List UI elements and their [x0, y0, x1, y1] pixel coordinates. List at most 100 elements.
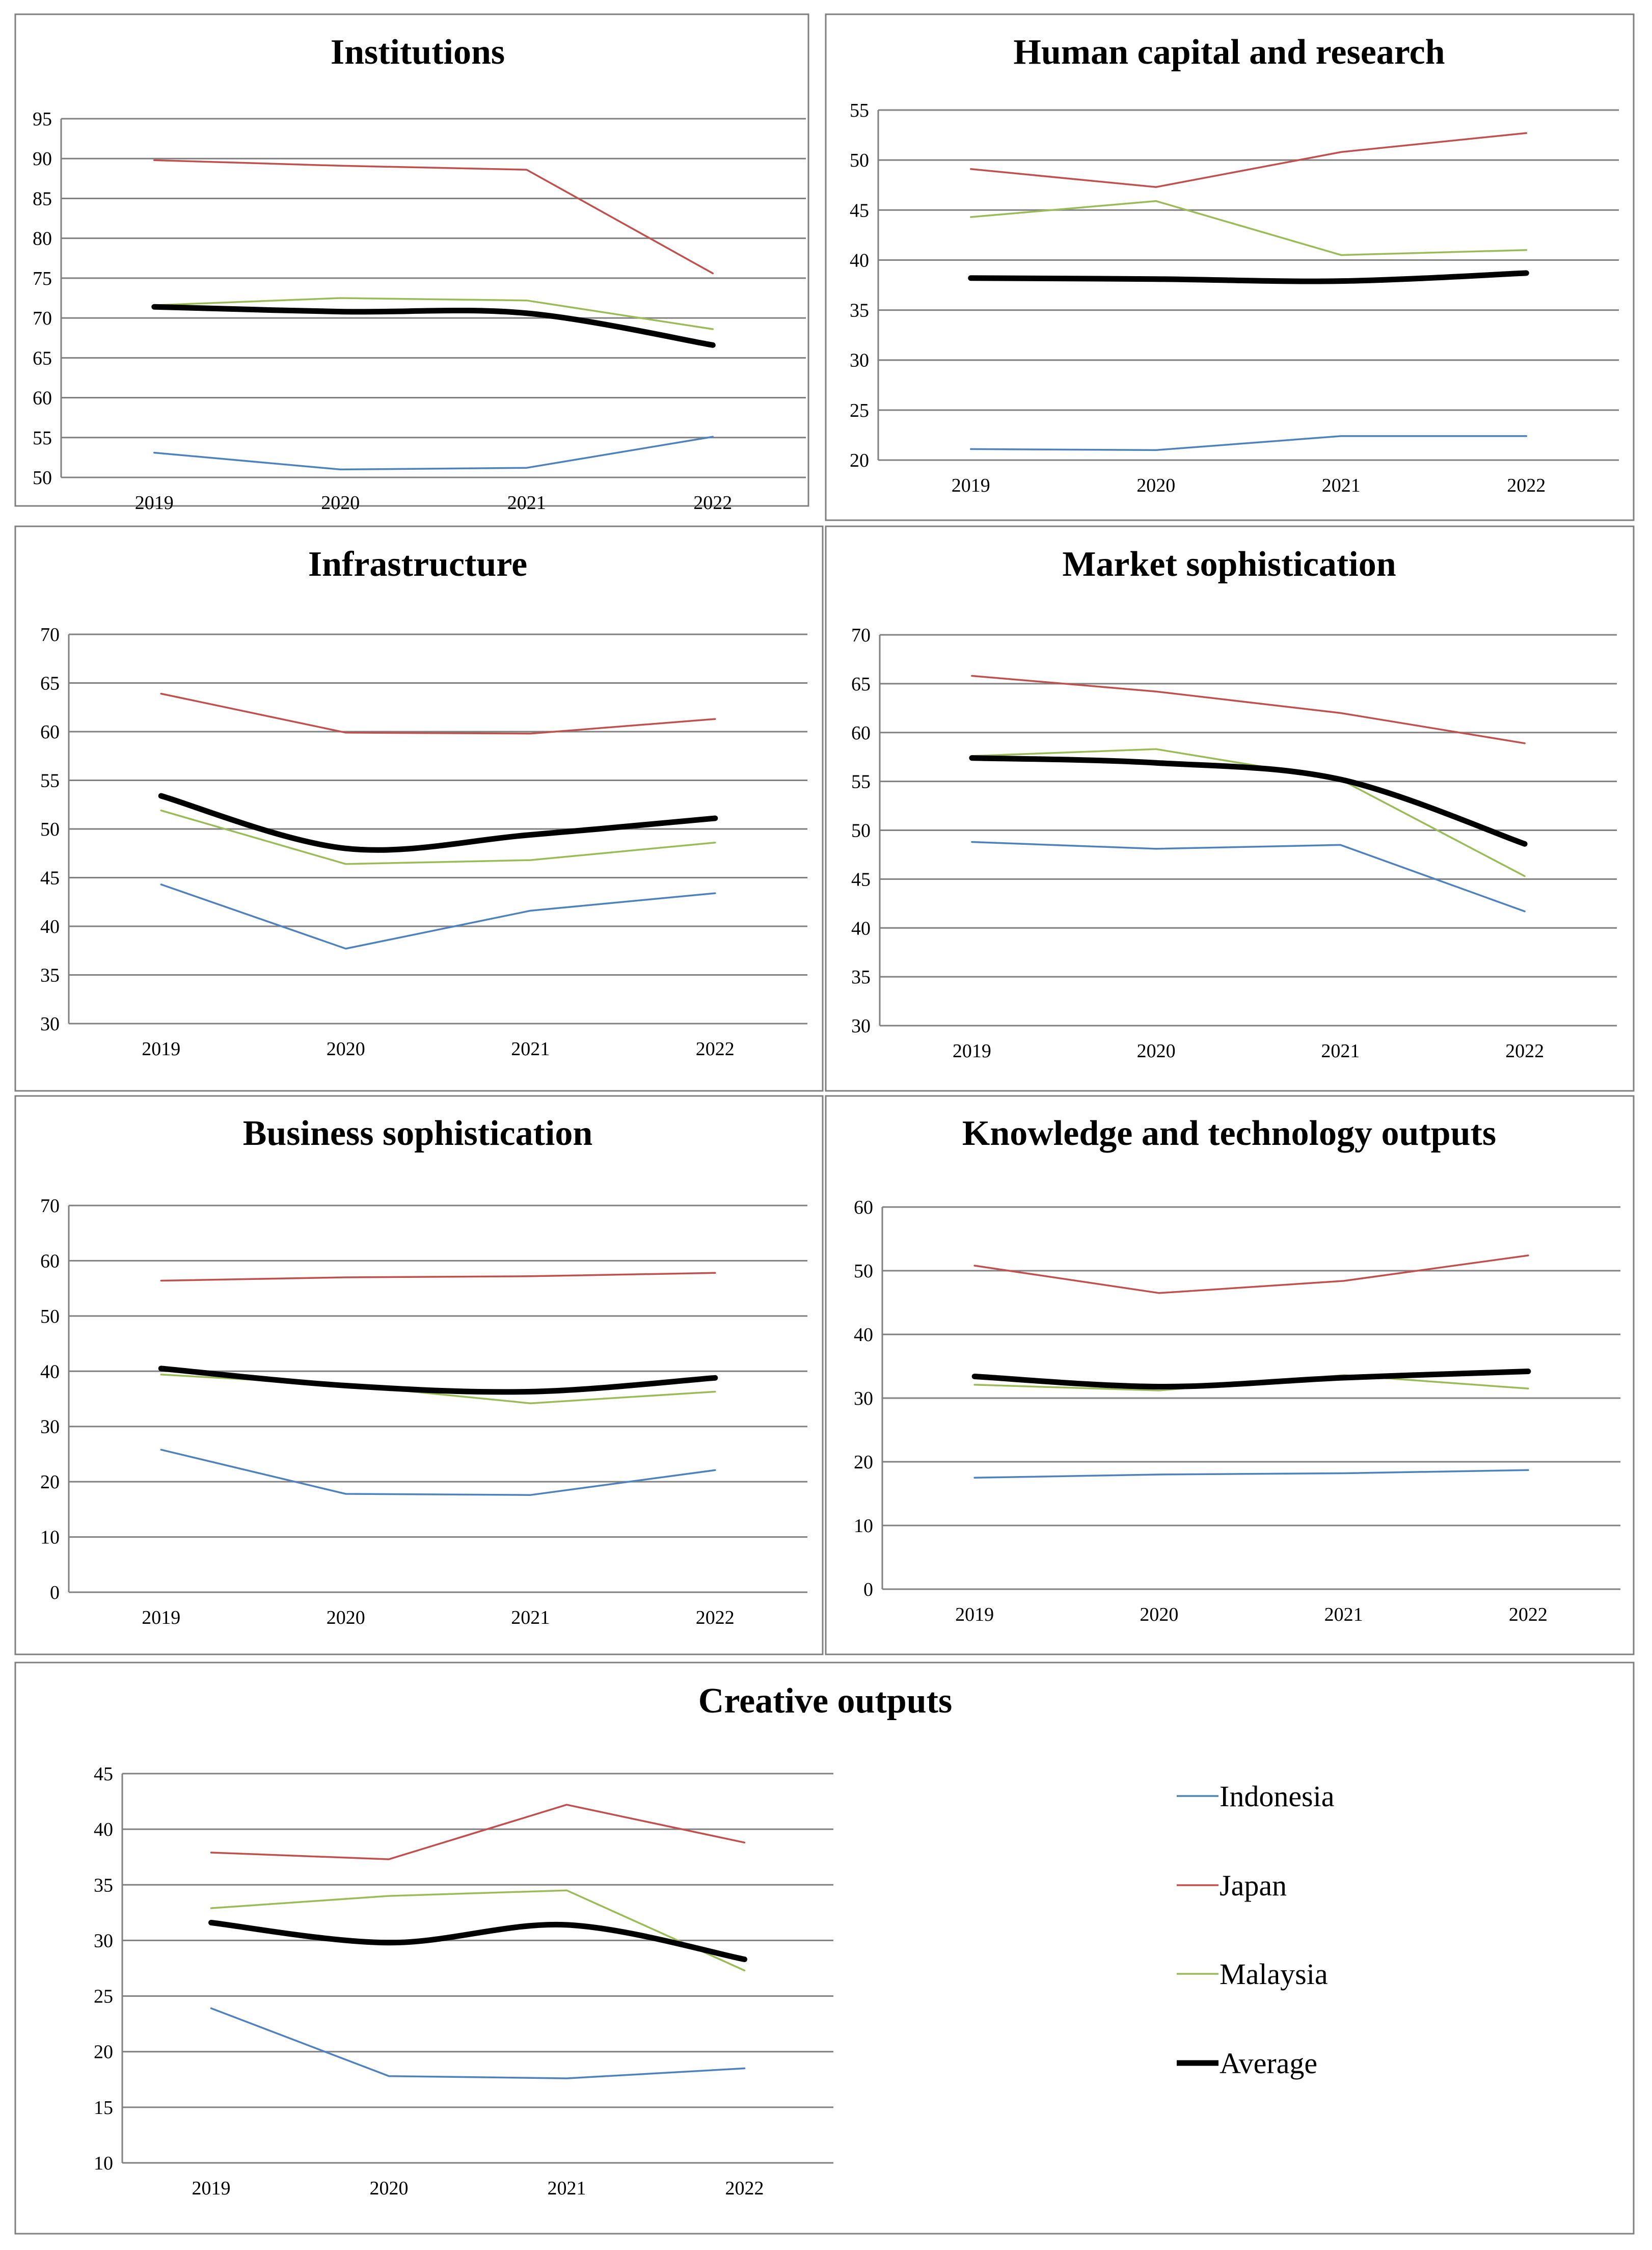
- chart-knowledge-and-technology-outputs-title: Knowledge and technology outputs: [962, 1114, 1496, 1153]
- chart-human-capital-and-research-y-tick-label: 25: [850, 400, 869, 421]
- chart-knowledge-and-technology-outputs-y-tick-label: 20: [854, 1452, 873, 1473]
- chart-institutions-y-tick-label: 65: [33, 347, 52, 369]
- chart-human-capital-and-research-title: Human capital and research: [1013, 33, 1445, 72]
- chart-business-sophistication-title: Business sophistication: [243, 1114, 593, 1153]
- chart-infrastructure-x-tick-label: 2021: [511, 1038, 550, 1060]
- chart-market-sophistication-x-tick-label: 2020: [1137, 1040, 1176, 1062]
- chart-institutions-x-tick-label: 2022: [693, 492, 732, 514]
- chart-business-sophistication-y-tick-label: 20: [40, 1471, 60, 1493]
- chart-market-sophistication-y-tick-label: 55: [851, 771, 871, 793]
- chart-institutions-y-tick-label: 70: [33, 308, 52, 329]
- chart-human-capital-and-research-y-tick-label: 45: [850, 200, 869, 221]
- chart-market-sophistication-y-tick-label: 30: [851, 1015, 871, 1037]
- chart-creative-outputs-y-tick-label: 45: [94, 1763, 113, 1785]
- chart-market-sophistication-y-tick-label: 60: [851, 722, 871, 744]
- chart-creative-outputs-y-tick-label: 15: [94, 2097, 113, 2119]
- chart-infrastructure-x-tick-label: 2022: [696, 1038, 735, 1060]
- chart-institutions-x-tick-label: 2021: [507, 492, 546, 514]
- chart-infrastructure-y-tick-label: 55: [40, 770, 60, 792]
- chart-knowledge-and-technology-outputs-y-tick-label: 10: [854, 1515, 873, 1537]
- chart-knowledge-and-technology-outputs-x-tick-label: 2019: [955, 1604, 994, 1625]
- chart-business-sophistication-y-tick-label: 40: [40, 1361, 60, 1382]
- chart-infrastructure-x-tick-label: 2019: [142, 1038, 180, 1060]
- chart-creative-outputs-y-tick-label: 10: [94, 2153, 113, 2174]
- chart-knowledge-and-technology-outputs-y-tick-label: 50: [854, 1261, 873, 1282]
- chart-infrastructure-y-tick-label: 60: [40, 721, 60, 743]
- chart-human-capital-and-research-x-tick-label: 2020: [1136, 475, 1175, 496]
- chart-institutions-y-tick-label: 90: [33, 148, 52, 170]
- chart-market-sophistication-x-tick-label: 2022: [1505, 1040, 1544, 1062]
- chart-business-sophistication-y-tick-label: 30: [40, 1416, 60, 1438]
- chart-market-sophistication-x-tick-label: 2019: [953, 1040, 991, 1062]
- chart-institutions-y-tick-label: 95: [33, 109, 52, 130]
- chart-knowledge-and-technology-outputs-y-tick-label: 30: [854, 1388, 873, 1409]
- chart-knowledge-and-technology-outputs-x-tick-label: 2022: [1509, 1604, 1548, 1625]
- chart-market-sophistication: Market sophistication 30 35 40 45 50 55 60 65 70 2…: [826, 526, 1634, 1091]
- chart-market-sophistication-y-tick-label: 35: [851, 967, 871, 988]
- chart-human-capital-and-research-y-tick-label: 30: [850, 350, 869, 371]
- chart-creative-outputs-y-tick-label: 25: [94, 1986, 113, 2007]
- chart-business-sophistication-x-tick-label: 2020: [327, 1607, 365, 1628]
- chart-creative-outputs-x-tick-label: 2020: [370, 2178, 409, 2199]
- chart-institutions-y-tick-label: 50: [33, 467, 52, 489]
- chart-business-sophistication-y-tick-label: 60: [40, 1250, 60, 1272]
- chart-market-sophistication-frame: [826, 526, 1634, 1091]
- chart-market-sophistication-y-tick-label: 70: [851, 625, 871, 646]
- chart-business-sophistication-x-tick-label: 2022: [696, 1607, 735, 1628]
- chart-infrastructure-y-tick-label: 70: [40, 624, 60, 646]
- chart-creative-outputs-y-tick-label: 35: [94, 1874, 113, 1896]
- chart-creative-outputs-frame: [15, 1663, 1634, 2234]
- chart-institutions-y-tick-label: 60: [33, 388, 52, 409]
- chart-infrastructure-y-tick-label: 40: [40, 916, 60, 938]
- chart-knowledge-and-technology-outputs-x-tick-label: 2020: [1140, 1604, 1178, 1625]
- chart-institutions-y-tick-label: 75: [33, 268, 52, 289]
- chart-human-capital-and-research-y-tick-label: 40: [850, 250, 869, 271]
- chart-institutions-y-tick-label: 85: [33, 188, 52, 209]
- chart-infrastructure-y-tick-label: 45: [40, 868, 60, 889]
- chart-creative-outputs-y-tick-label: 30: [94, 1930, 113, 1951]
- chart-business-sophistication-y-tick-label: 0: [50, 1582, 60, 1603]
- chart-business-sophistication-frame: [15, 1096, 823, 1654]
- chart-knowledge-and-technology-outputs-x-tick-label: 2021: [1324, 1604, 1363, 1625]
- chart-market-sophistication-y-tick-label: 40: [851, 918, 871, 939]
- chart-market-sophistication-y-tick-label: 65: [851, 674, 871, 695]
- chart-creative-outputs-x-tick-label: 2022: [725, 2178, 764, 2199]
- chart-market-sophistication-title: Market sophistication: [1062, 545, 1396, 584]
- chart-human-capital-and-research-y-tick-label: 35: [850, 300, 869, 322]
- chart-human-capital-and-research-x-tick-label: 2022: [1507, 475, 1546, 496]
- chart-market-sophistication-y-tick-label: 50: [851, 820, 871, 842]
- chart-creative-outputs-title: Creative outputs: [698, 1681, 952, 1721]
- chart-creative-outputs-y-tick-label: 20: [94, 2042, 113, 2063]
- chart-market-sophistication-y-tick-label: 45: [851, 869, 871, 890]
- chart-human-capital-and-research: Human capital and research20253035404550…: [826, 14, 1634, 520]
- chart-business-sophistication-y-tick-label: 10: [40, 1527, 60, 1548]
- chart-institutions-x-tick-label: 2019: [135, 492, 174, 514]
- chart-infrastructure-y-tick-label: 65: [40, 673, 60, 694]
- chart-knowledge-and-technology-outputs: Knowledge and technology outputs 0 10 20 30 4…: [826, 1096, 1634, 1654]
- legend-label-average: Average: [1220, 2047, 1317, 2080]
- chart-creative-outputs-y-tick-label: 40: [94, 1819, 113, 1840]
- chart-human-capital-and-research-x-tick-label: 2019: [952, 475, 990, 496]
- chart-creative-outputs-x-tick-label: 2021: [548, 2178, 586, 2199]
- chart-knowledge-and-technology-outputs-frame: [826, 1096, 1634, 1654]
- chart-business-sophistication-y-tick-label: 70: [40, 1195, 60, 1217]
- chart-business-sophistication-x-tick-label: 2019: [142, 1607, 180, 1628]
- chart-human-capital-and-research-y-tick-label: 50: [850, 150, 869, 171]
- chart-creative-outputs-x-tick-label: 2019: [192, 2178, 231, 2199]
- chart-institutions-y-tick-label: 55: [33, 427, 52, 449]
- chart-business-sophistication: Business sophistication 0 10 20 30 40 50 60 70 20…: [15, 1096, 823, 1654]
- chart-creative-outputs: Creative outputs 10 15 20 25 30 35 40 45 2019 2020…: [15, 1663, 1634, 2234]
- chart-market-sophistication-x-tick-label: 2021: [1321, 1040, 1360, 1062]
- chart-institutions-y-tick-label: 80: [33, 228, 52, 250]
- chart-business-sophistication-y-tick-label: 50: [40, 1306, 60, 1327]
- chart-knowledge-and-technology-outputs-y-tick-label: 0: [863, 1579, 873, 1600]
- chart-infrastructure-y-tick-label: 35: [40, 965, 60, 986]
- chart-institutions-title: Institutions: [331, 33, 505, 72]
- chart-infrastructure-y-tick-label: 30: [40, 1013, 60, 1035]
- chart-knowledge-and-technology-outputs-y-tick-label: 40: [854, 1324, 873, 1346]
- legend-label-japan: Japan: [1220, 1869, 1287, 1902]
- chart-human-capital-and-research-y-tick-label: 55: [850, 100, 869, 121]
